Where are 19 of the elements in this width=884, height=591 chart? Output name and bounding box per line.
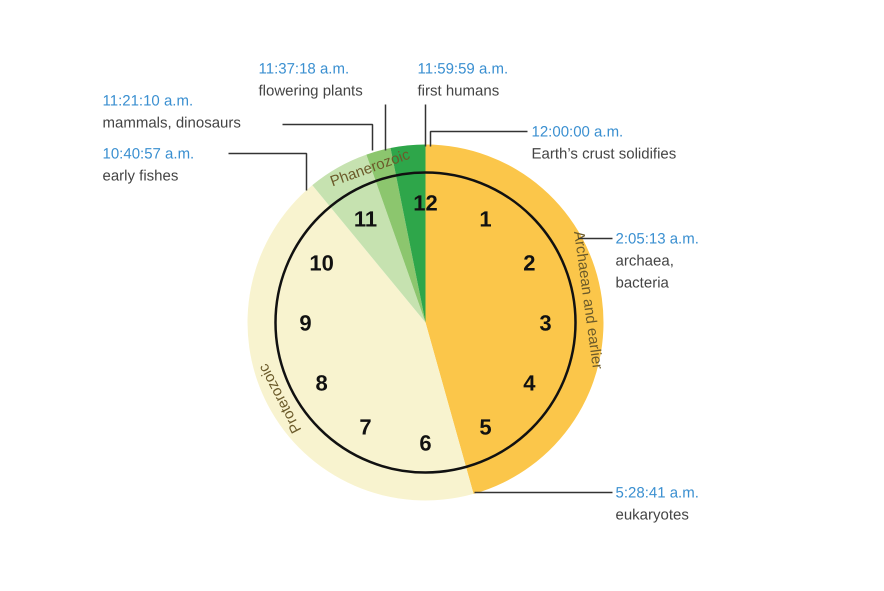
text: 5:28:41 a.m. eukaryotes xyxy=(616,484,699,524)
text: 8 xyxy=(315,370,328,396)
text: 1 xyxy=(479,206,492,232)
text: 11:59:59 a.m. first humans xyxy=(418,60,508,100)
text: 10:40:57 a.m. early fishes xyxy=(102,146,194,184)
text: 11 xyxy=(354,206,378,232)
text: 2:05:13 a.m. archaea, bacteria xyxy=(616,230,699,292)
text: 4 xyxy=(523,370,536,396)
slice-label: Archaean and earlier xyxy=(570,230,606,370)
text: 6 xyxy=(419,430,432,456)
text: 5 xyxy=(479,414,492,440)
text: 11:37:18 a.m. flowering plants xyxy=(258,60,363,100)
text: 3 xyxy=(539,310,552,336)
text: 12:00:00 a.m. Earth’s crust solidifies xyxy=(532,124,676,162)
text: 7 xyxy=(359,414,372,440)
text: 2 xyxy=(523,250,536,276)
text: 11:21:10 a.m. mammals, dinosaurs xyxy=(102,92,241,132)
text: 9 xyxy=(299,310,312,336)
text: 10 xyxy=(309,250,334,276)
